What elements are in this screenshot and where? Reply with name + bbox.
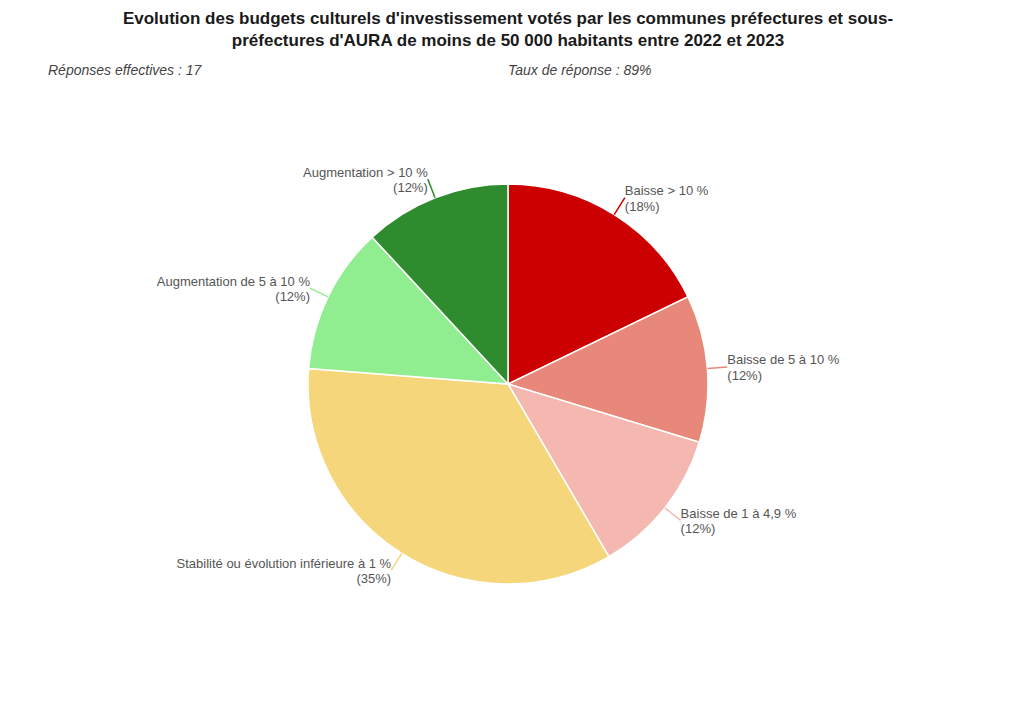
svg-text:Baisse de 1 à 4,9 %(12%): Baisse de 1 à 4,9 %(12%) [681,506,797,537]
html-text:Réponses effectives : 17: Réponses effectives : 17 [48,62,202,78]
svg-text:Baisse > 10 %(18%): Baisse > 10 %(18%) [625,183,709,214]
svg-text:Augmentation > 10 %(12%): Augmentation > 10 %(12%) [303,165,428,196]
svg-text:Augmentation de 5 à 10 %(12%): Augmentation de 5 à 10 %(12%) [157,274,311,305]
html-text:préfectures d'AURA de moins de: préfectures d'AURA de moins de 50 000 ha… [231,31,785,50]
html-text:Taux de réponse : 89%: Taux de réponse : 89% [508,62,652,78]
svg-text:Baisse de 5 à 10 %(12%): Baisse de 5 à 10 %(12%) [727,352,839,383]
html-text:Evolution des budgets culturel: Evolution des budgets culturels d'invest… [122,9,894,28]
svg-text:Stabilité ou évolution inférie: Stabilité ou évolution inférieure à 1 %(… [177,556,392,587]
